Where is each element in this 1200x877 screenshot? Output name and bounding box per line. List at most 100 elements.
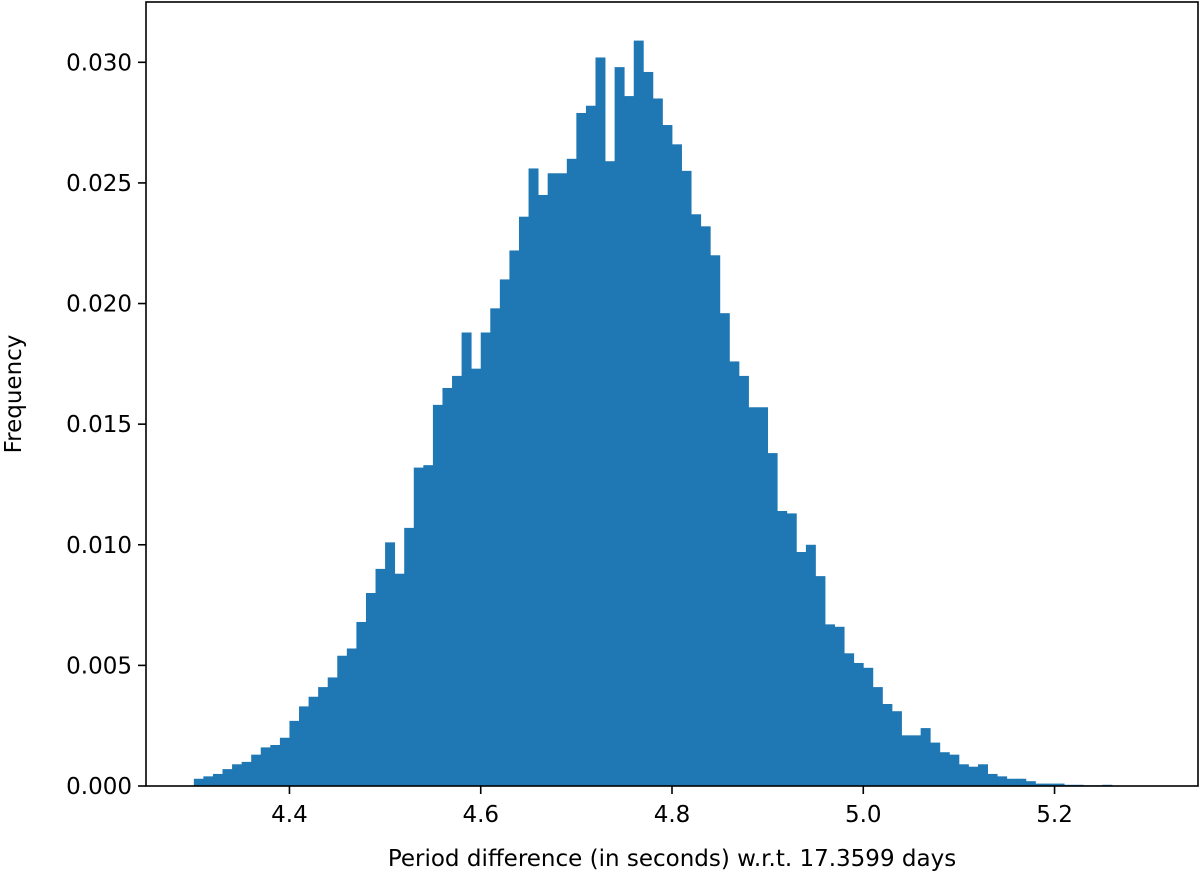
histogram-bar [939, 752, 950, 786]
histogram-bar [891, 711, 902, 786]
histogram-bar [920, 728, 931, 786]
histogram-bar [318, 687, 329, 786]
histogram-bar [691, 214, 702, 786]
y-tick-label: 0.020 [66, 292, 132, 318]
histogram-bar [949, 754, 960, 786]
y-tick-label: 0.010 [66, 533, 132, 559]
histogram-bar [1035, 783, 1046, 786]
histogram-bar [251, 754, 262, 786]
histogram-bar [1006, 778, 1017, 786]
x-tick-label: 4.4 [271, 802, 308, 828]
histogram-bar [1025, 781, 1036, 786]
histogram-bar [997, 776, 1008, 786]
histogram-bar [222, 769, 233, 786]
histogram-bar [346, 648, 357, 786]
histogram-bar [499, 279, 510, 786]
y-tick-label: 0.025 [66, 171, 132, 197]
histogram-bar [432, 404, 443, 786]
histogram-bar [365, 593, 376, 786]
histogram-bar [805, 544, 816, 786]
histogram-bar [624, 96, 635, 786]
y-tick-label: 0.000 [66, 774, 132, 800]
histogram-bar [471, 368, 482, 786]
histogram-bar [643, 71, 654, 786]
x-tick-label: 5.0 [845, 802, 882, 828]
histogram-bar [605, 161, 616, 786]
histogram-bar [968, 766, 979, 786]
histogram-bar [825, 624, 835, 786]
histogram-bar [700, 226, 711, 787]
histogram-bar [193, 778, 204, 786]
histogram-bar [404, 527, 415, 786]
histogram-bar [279, 737, 290, 786]
histogram-bar [863, 667, 874, 786]
x-axis-label: Period difference (in seconds) w.r.t. 17… [388, 846, 956, 872]
histogram-bar [566, 158, 577, 787]
histogram-bar [796, 552, 807, 786]
histogram-bar [1044, 783, 1055, 786]
histogram-bar [442, 387, 453, 786]
histogram-bar [490, 308, 501, 786]
histogram-bar [289, 720, 300, 786]
histogram-bar [738, 375, 749, 786]
y-axis-ticks: 0.000 0.005 0.010 0.015 0.020 0.025 0.030 [66, 50, 146, 800]
histogram-bar [719, 313, 730, 786]
histogram-bar [385, 542, 396, 786]
histogram-bar [815, 576, 826, 786]
histogram-bar [394, 573, 405, 786]
histogram-bar [547, 173, 558, 786]
histogram-bars [193, 40, 1151, 787]
histogram-bar [299, 706, 309, 786]
histogram-bar [452, 375, 462, 786]
histogram-bar [576, 112, 587, 787]
histogram-bar [203, 776, 214, 786]
histogram-bar [528, 168, 539, 786]
histogram-bar [518, 216, 529, 786]
histogram-bar [901, 735, 912, 786]
x-axis-ticks: 4.4 4.6 4.8 5.0 5.2 [271, 786, 1073, 828]
histogram-bar [758, 407, 769, 786]
histogram-bar [614, 67, 625, 786]
histogram-bar [480, 332, 491, 786]
histogram-bar [232, 764, 243, 786]
histogram-bar [844, 653, 855, 786]
histogram-bar [270, 744, 281, 786]
histogram-bar [987, 773, 998, 786]
histogram-bar [662, 125, 673, 786]
histogram-bar [538, 194, 549, 787]
y-axis-label: Frequency [1, 335, 27, 454]
histogram-bar [375, 568, 386, 786]
y-tick-label: 0.015 [66, 412, 132, 438]
histogram-bar [777, 511, 788, 786]
histogram-bar [1016, 778, 1027, 786]
histogram-bar [672, 144, 682, 786]
histogram-bar [911, 735, 922, 786]
histogram-bar [413, 467, 424, 786]
histogram-bar [557, 173, 568, 786]
histogram-bar [767, 453, 778, 786]
histogram-bar [356, 621, 367, 786]
histogram-bar [710, 255, 721, 787]
x-tick-label: 4.6 [462, 802, 499, 828]
histogram-bar [509, 250, 520, 787]
histogram-bar [681, 170, 692, 787]
histogram-bar [748, 407, 759, 786]
y-tick-label: 0.030 [66, 50, 132, 76]
histogram-bar [729, 361, 740, 786]
histogram-bar [260, 747, 271, 786]
histogram-bar [337, 655, 348, 786]
histogram-bar [212, 773, 223, 786]
histogram-bar [1054, 783, 1065, 786]
histogram-bar [786, 513, 797, 786]
histogram-bar [834, 626, 845, 786]
x-tick-label: 5.2 [1036, 802, 1073, 828]
histogram-bar [853, 662, 864, 786]
histogram-bar [872, 687, 883, 786]
histogram-bar [930, 742, 941, 786]
y-tick-label: 0.005 [66, 653, 132, 679]
histogram-bar [595, 57, 606, 787]
histogram-bar [958, 764, 969, 786]
histogram-bar [633, 40, 644, 787]
histogram-bar [241, 761, 252, 786]
